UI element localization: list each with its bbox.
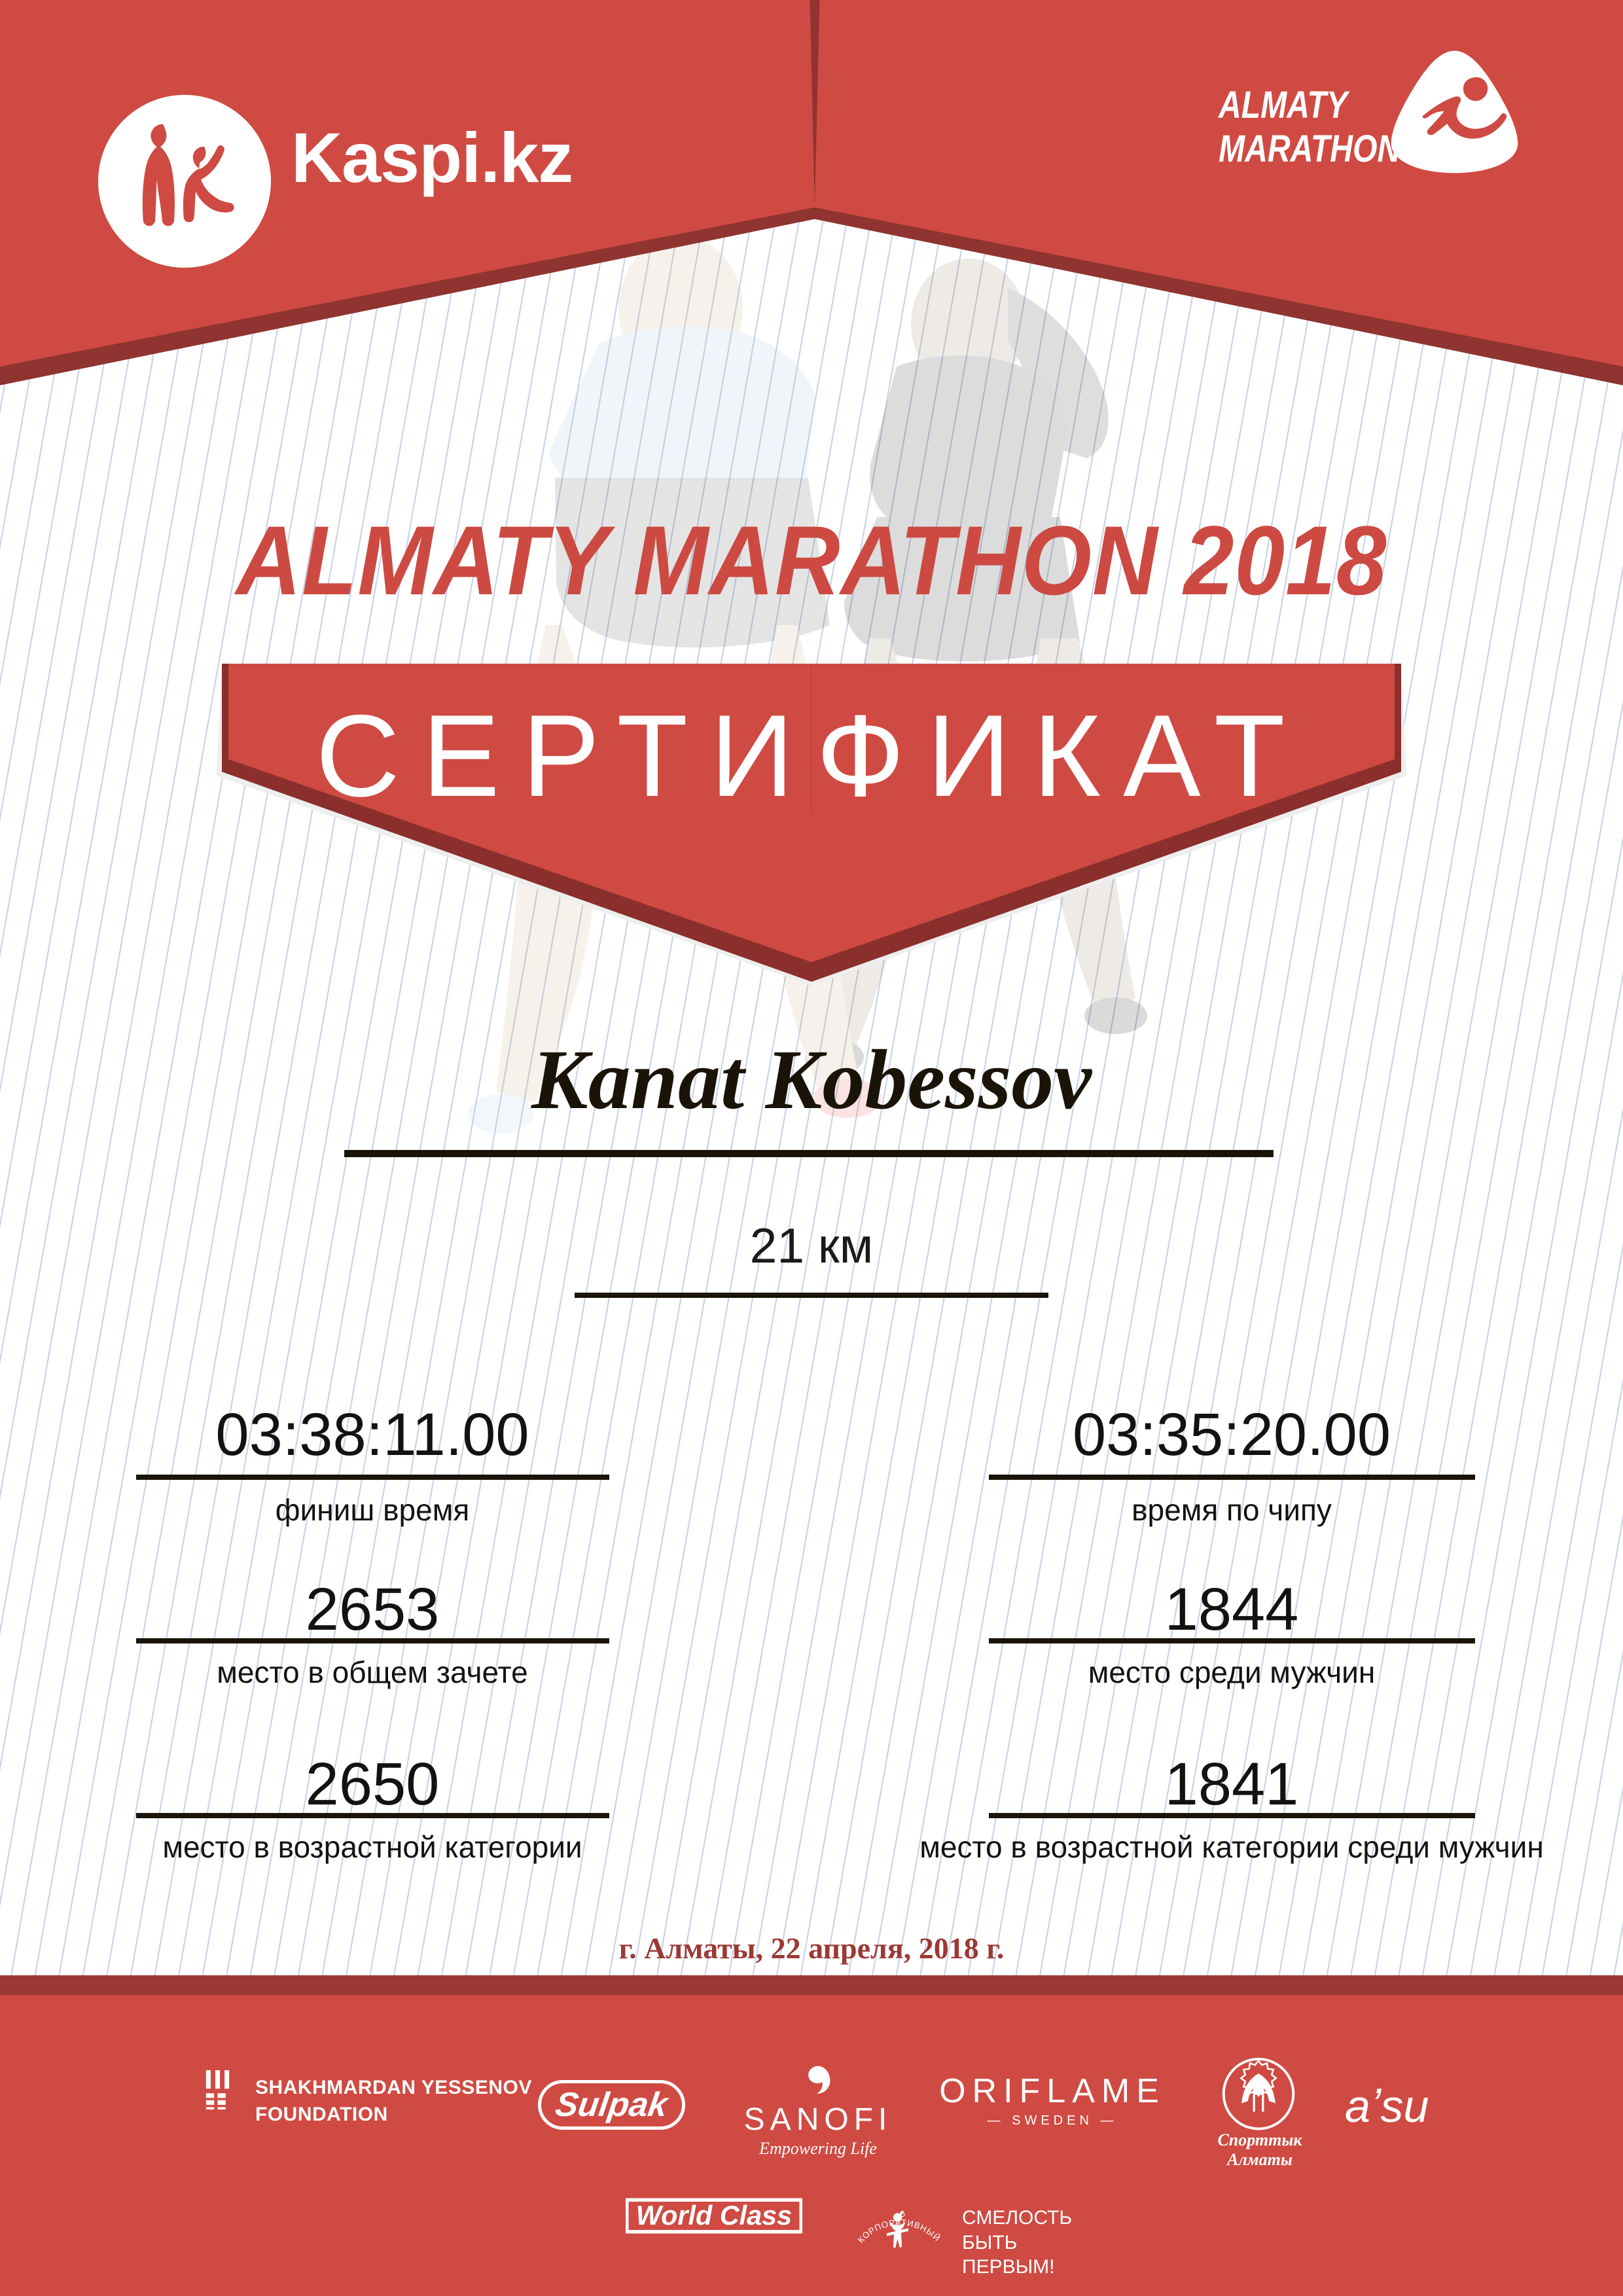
svg-text:World Class: World Class [636,2200,792,2231]
